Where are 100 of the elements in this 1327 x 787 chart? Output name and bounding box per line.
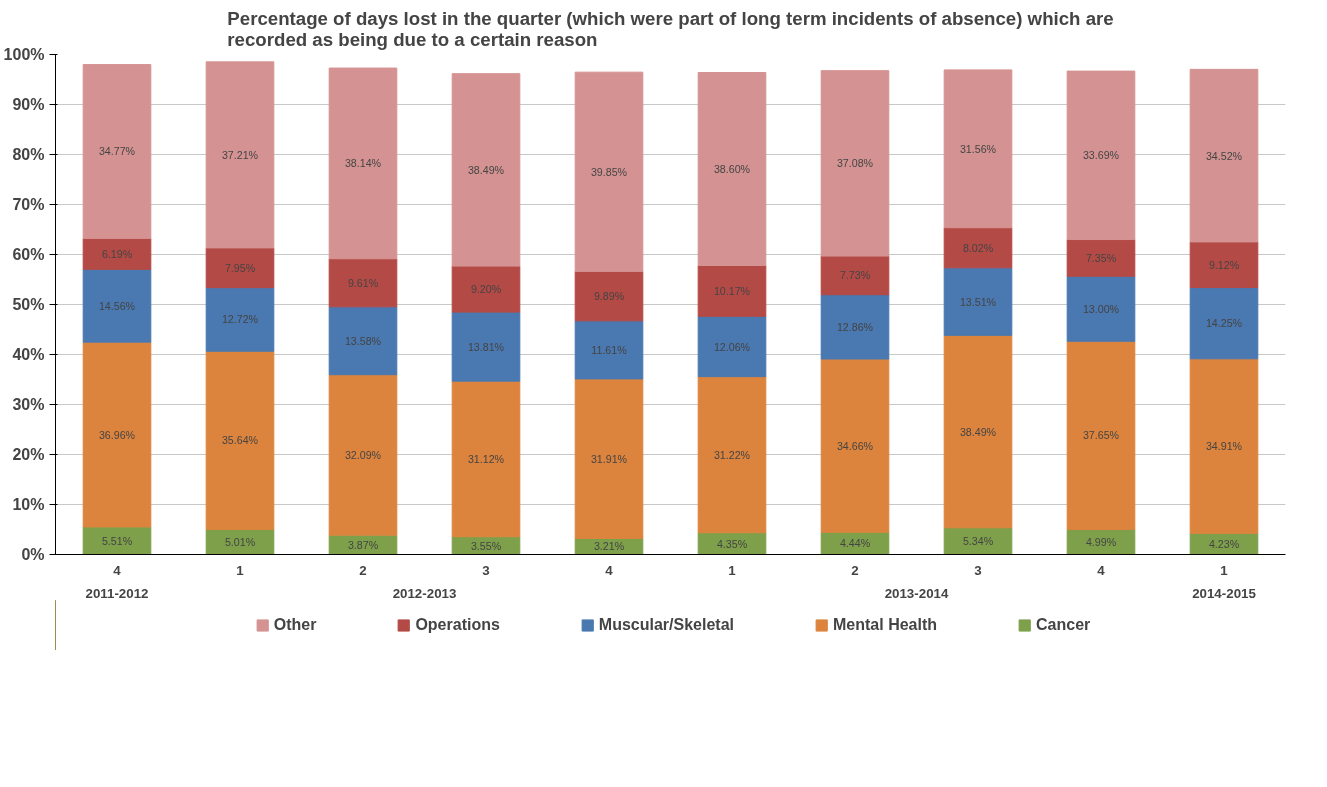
x-tick-label: 3: [482, 562, 490, 578]
bar: [1066, 275, 1136, 342]
bar: [328, 67, 398, 260]
data-label: 37.21%: [221, 148, 259, 161]
data-label: 31.56%: [959, 142, 997, 155]
bar: [451, 73, 521, 267]
data-label: 4.99%: [1085, 536, 1117, 549]
bar: [1066, 70, 1136, 241]
data-label: 39.85%: [590, 165, 628, 178]
data-label: 6.19%: [101, 247, 133, 260]
data-label: 9.20%: [470, 283, 502, 296]
bar: [574, 270, 644, 322]
legend-label: Mental Health: [833, 616, 938, 634]
data-label: 34.66%: [836, 439, 874, 452]
y-tick-label: 0%: [21, 546, 45, 563]
bar: [820, 70, 890, 257]
data-label: 3.55%: [470, 539, 502, 552]
bar: [820, 294, 890, 360]
x-tick-label: 4: [1097, 562, 1106, 578]
y-tick-label: 40%: [12, 346, 45, 363]
data-label: 4.23%: [1208, 537, 1240, 550]
bar: [1189, 241, 1259, 289]
data-label: 9.12%: [1208, 258, 1240, 271]
legend-label: Other: [273, 616, 317, 634]
data-label: 32.09%: [344, 448, 382, 461]
data-label: 3.21%: [593, 540, 625, 553]
data-label: 7.35%: [1085, 251, 1117, 264]
data-label: 38.49%: [467, 163, 505, 176]
y-tick-label: 80%: [12, 146, 45, 163]
data-label: 35.64%: [221, 434, 259, 447]
x-tick-label: 3: [974, 562, 982, 578]
bar: [943, 227, 1013, 269]
data-label: 13.00%: [1082, 302, 1120, 315]
y-tick-label: 60%: [12, 246, 45, 263]
bar: [943, 334, 1013, 529]
bar: [574, 378, 644, 539]
x-tick-label: 2: [359, 562, 367, 578]
y-tick-label: 70%: [12, 196, 45, 213]
data-label: 12.06%: [713, 340, 751, 353]
bar: [1066, 340, 1136, 531]
bar: [451, 311, 521, 382]
bar: [328, 306, 398, 376]
chart-title: Percentage of days lost in the quarter (which were part of long term incidents of absence) which are recorded as being due to a certain reason: [227, 7, 1114, 50]
x-tick-label: 4: [605, 562, 614, 578]
y-tick-label: 50%: [12, 296, 45, 313]
bar: [1189, 358, 1259, 534]
bar: [943, 267, 1013, 336]
data-label: 13.58%: [344, 334, 382, 347]
data-label: 9.89%: [593, 290, 625, 303]
bar: [451, 380, 521, 538]
data-label: 34.77%: [98, 145, 136, 158]
legend-label: Muscular/Skeletal: [598, 616, 735, 634]
data-label: 34.91%: [1205, 440, 1243, 453]
data-label: 31.12%: [467, 452, 505, 465]
data-label: 12.86%: [836, 320, 874, 333]
data-label: 8.02%: [962, 241, 994, 254]
data-label: 5.34%: [962, 535, 994, 548]
data-label: 37.08%: [836, 157, 874, 170]
data-label: 13.81%: [467, 340, 505, 353]
data-label: 38.60%: [713, 163, 751, 175]
text: 2014-2015: [1192, 585, 1257, 601]
data-label: 4.44%: [839, 537, 871, 550]
y-tick-label: 100%: [3, 46, 45, 63]
data-label: 13.51%: [959, 295, 997, 308]
bar: [205, 350, 275, 530]
data-label: 38.14%: [344, 157, 382, 170]
bar: [82, 341, 152, 528]
bar: [451, 265, 521, 313]
data-label: 11.61%: [591, 343, 628, 356]
data-label: 4.35%: [716, 537, 748, 550]
legend-label: Cancer: [1036, 616, 1091, 634]
bar: [1189, 287, 1259, 360]
data-label: 14.56%: [98, 299, 136, 312]
bar: [328, 258, 398, 308]
bar: [697, 72, 767, 266]
data-label: 5.01%: [224, 535, 256, 548]
bar: [205, 61, 275, 249]
data-label: 9.61%: [347, 276, 379, 289]
bar: [1189, 68, 1259, 243]
bar: [82, 268, 152, 343]
data-label: 7.73%: [839, 269, 871, 282]
bar: [574, 320, 644, 380]
data-label: 36.96%: [98, 428, 136, 441]
legend-label: Operations: [415, 616, 500, 634]
x-tick-label: 2: [851, 562, 859, 578]
bar: [1066, 239, 1136, 277]
bar: [82, 64, 152, 239]
text: 2013-2014: [884, 585, 949, 601]
data-label: 31.91%: [590, 452, 628, 465]
data-label: 10.17%: [713, 284, 751, 297]
bar: [697, 265, 767, 317]
bar: [697, 315, 767, 378]
text: 2012-2013: [392, 585, 457, 601]
data-label: 12.72%: [221, 313, 259, 326]
y-tick-label: 90%: [12, 96, 45, 113]
data-label: 5.51%: [101, 534, 133, 547]
bar: [943, 69, 1013, 229]
data-label: 3.87%: [347, 538, 379, 551]
data-label: 31.22%: [713, 448, 751, 461]
data-label: 7.95%: [224, 261, 256, 274]
